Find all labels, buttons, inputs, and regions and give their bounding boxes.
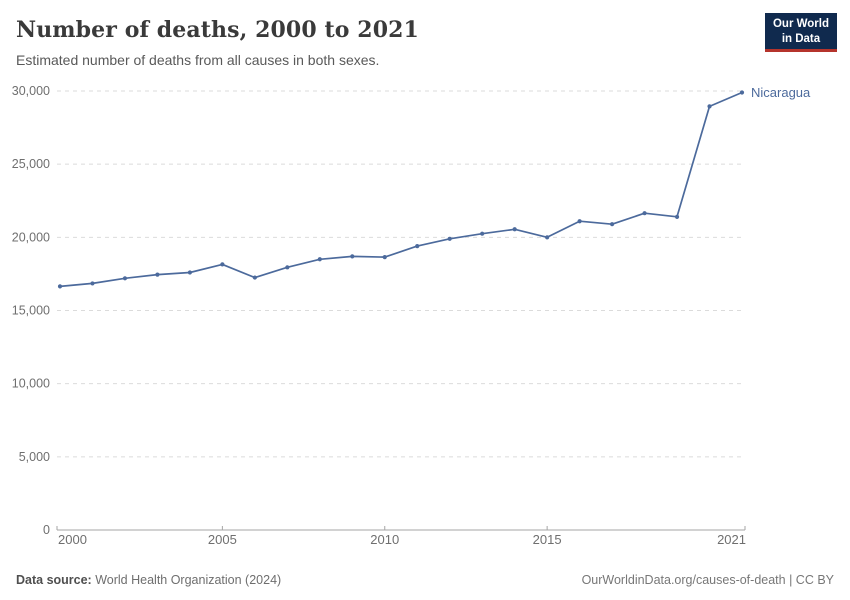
- owid-logo-line2: in Data: [781, 32, 821, 45]
- data-point-marker[interactable]: [252, 275, 257, 280]
- data-point-marker[interactable]: [155, 272, 160, 277]
- data-source-label: Data source:: [16, 573, 92, 587]
- y-axis-tick-label: 20,000: [12, 230, 50, 244]
- data-point-marker[interactable]: [382, 254, 387, 260]
- data-point-marker[interactable]: [90, 281, 95, 286]
- y-axis-tick-label: 30,000: [12, 84, 50, 98]
- y-axis-tick-label: 10,000: [12, 377, 50, 391]
- data-line[interactable]: [59, 91, 743, 288]
- data-point-marker[interactable]: [642, 211, 647, 216]
- data-point-marker[interactable]: [350, 254, 355, 259]
- data-source: Data source: World Health Organization (…: [16, 573, 281, 587]
- x-axis-tick-label: 2015: [533, 532, 562, 547]
- line-chart-svg[interactable]: 0 5,000 10,000 15,000 20,000 25,000 30,000 2000…: [0, 78, 850, 550]
- y-axis-tick-label: 15,000: [12, 304, 50, 318]
- data-point-marker[interactable]: [674, 214, 680, 219]
- y-axis-tick-label: 0: [43, 523, 50, 537]
- data-point-marker[interactable]: [480, 231, 485, 236]
- series-end-label[interactable]: Nicaragua: [751, 85, 811, 100]
- data-point-marker[interactable]: [545, 235, 550, 240]
- data-point-marker[interactable]: [707, 104, 712, 109]
- data-point-marker[interactable]: [317, 257, 322, 262]
- data-point-marker[interactable]: [739, 90, 745, 95]
- x-axis-tick-label: 2021: [717, 532, 746, 547]
- owid-logo[interactable]: Our World in Data: [764, 13, 837, 53]
- x-axis-tick-label: 2010: [370, 532, 399, 547]
- data-point-marker[interactable]: [447, 236, 452, 241]
- x-axis-tick-label: 2000: [58, 532, 87, 547]
- y-axis-tick-label: 25,000: [12, 157, 50, 171]
- data-point-marker[interactable]: [122, 276, 128, 281]
- y-axis-tick-label: 5,000: [19, 450, 50, 464]
- owid-logo-line1: Our World: [772, 18, 829, 30]
- data-point-marker[interactable]: [285, 265, 290, 270]
- line-chart[interactable]: 0 5,000 10,000 15,000 20,000 25,000 30,000 2000…: [0, 78, 850, 550]
- data-point-marker[interactable]: [577, 219, 582, 224]
- data-source-value: World Health Organization (2024): [95, 573, 282, 587]
- data-point-marker[interactable]: [187, 270, 193, 275]
- data-point-marker[interactable]: [57, 284, 63, 289]
- x-axis-tick-label: 2005: [208, 532, 237, 547]
- data-point-marker[interactable]: [415, 244, 420, 249]
- data-point-marker[interactable]: [220, 262, 225, 267]
- chart-footer: Data source: World Health Organization (…: [16, 573, 834, 587]
- chart-subtitle: Estimated number of deaths from all caus…: [16, 52, 380, 68]
- data-point-marker[interactable]: [609, 222, 615, 227]
- footer-link[interactable]: OurWorldinData.org/causes-of-death | CC …: [581, 573, 834, 587]
- data-point-marker[interactable]: [512, 227, 517, 232]
- chart-title: Number of deaths, 2000 to 2021: [16, 17, 419, 43]
